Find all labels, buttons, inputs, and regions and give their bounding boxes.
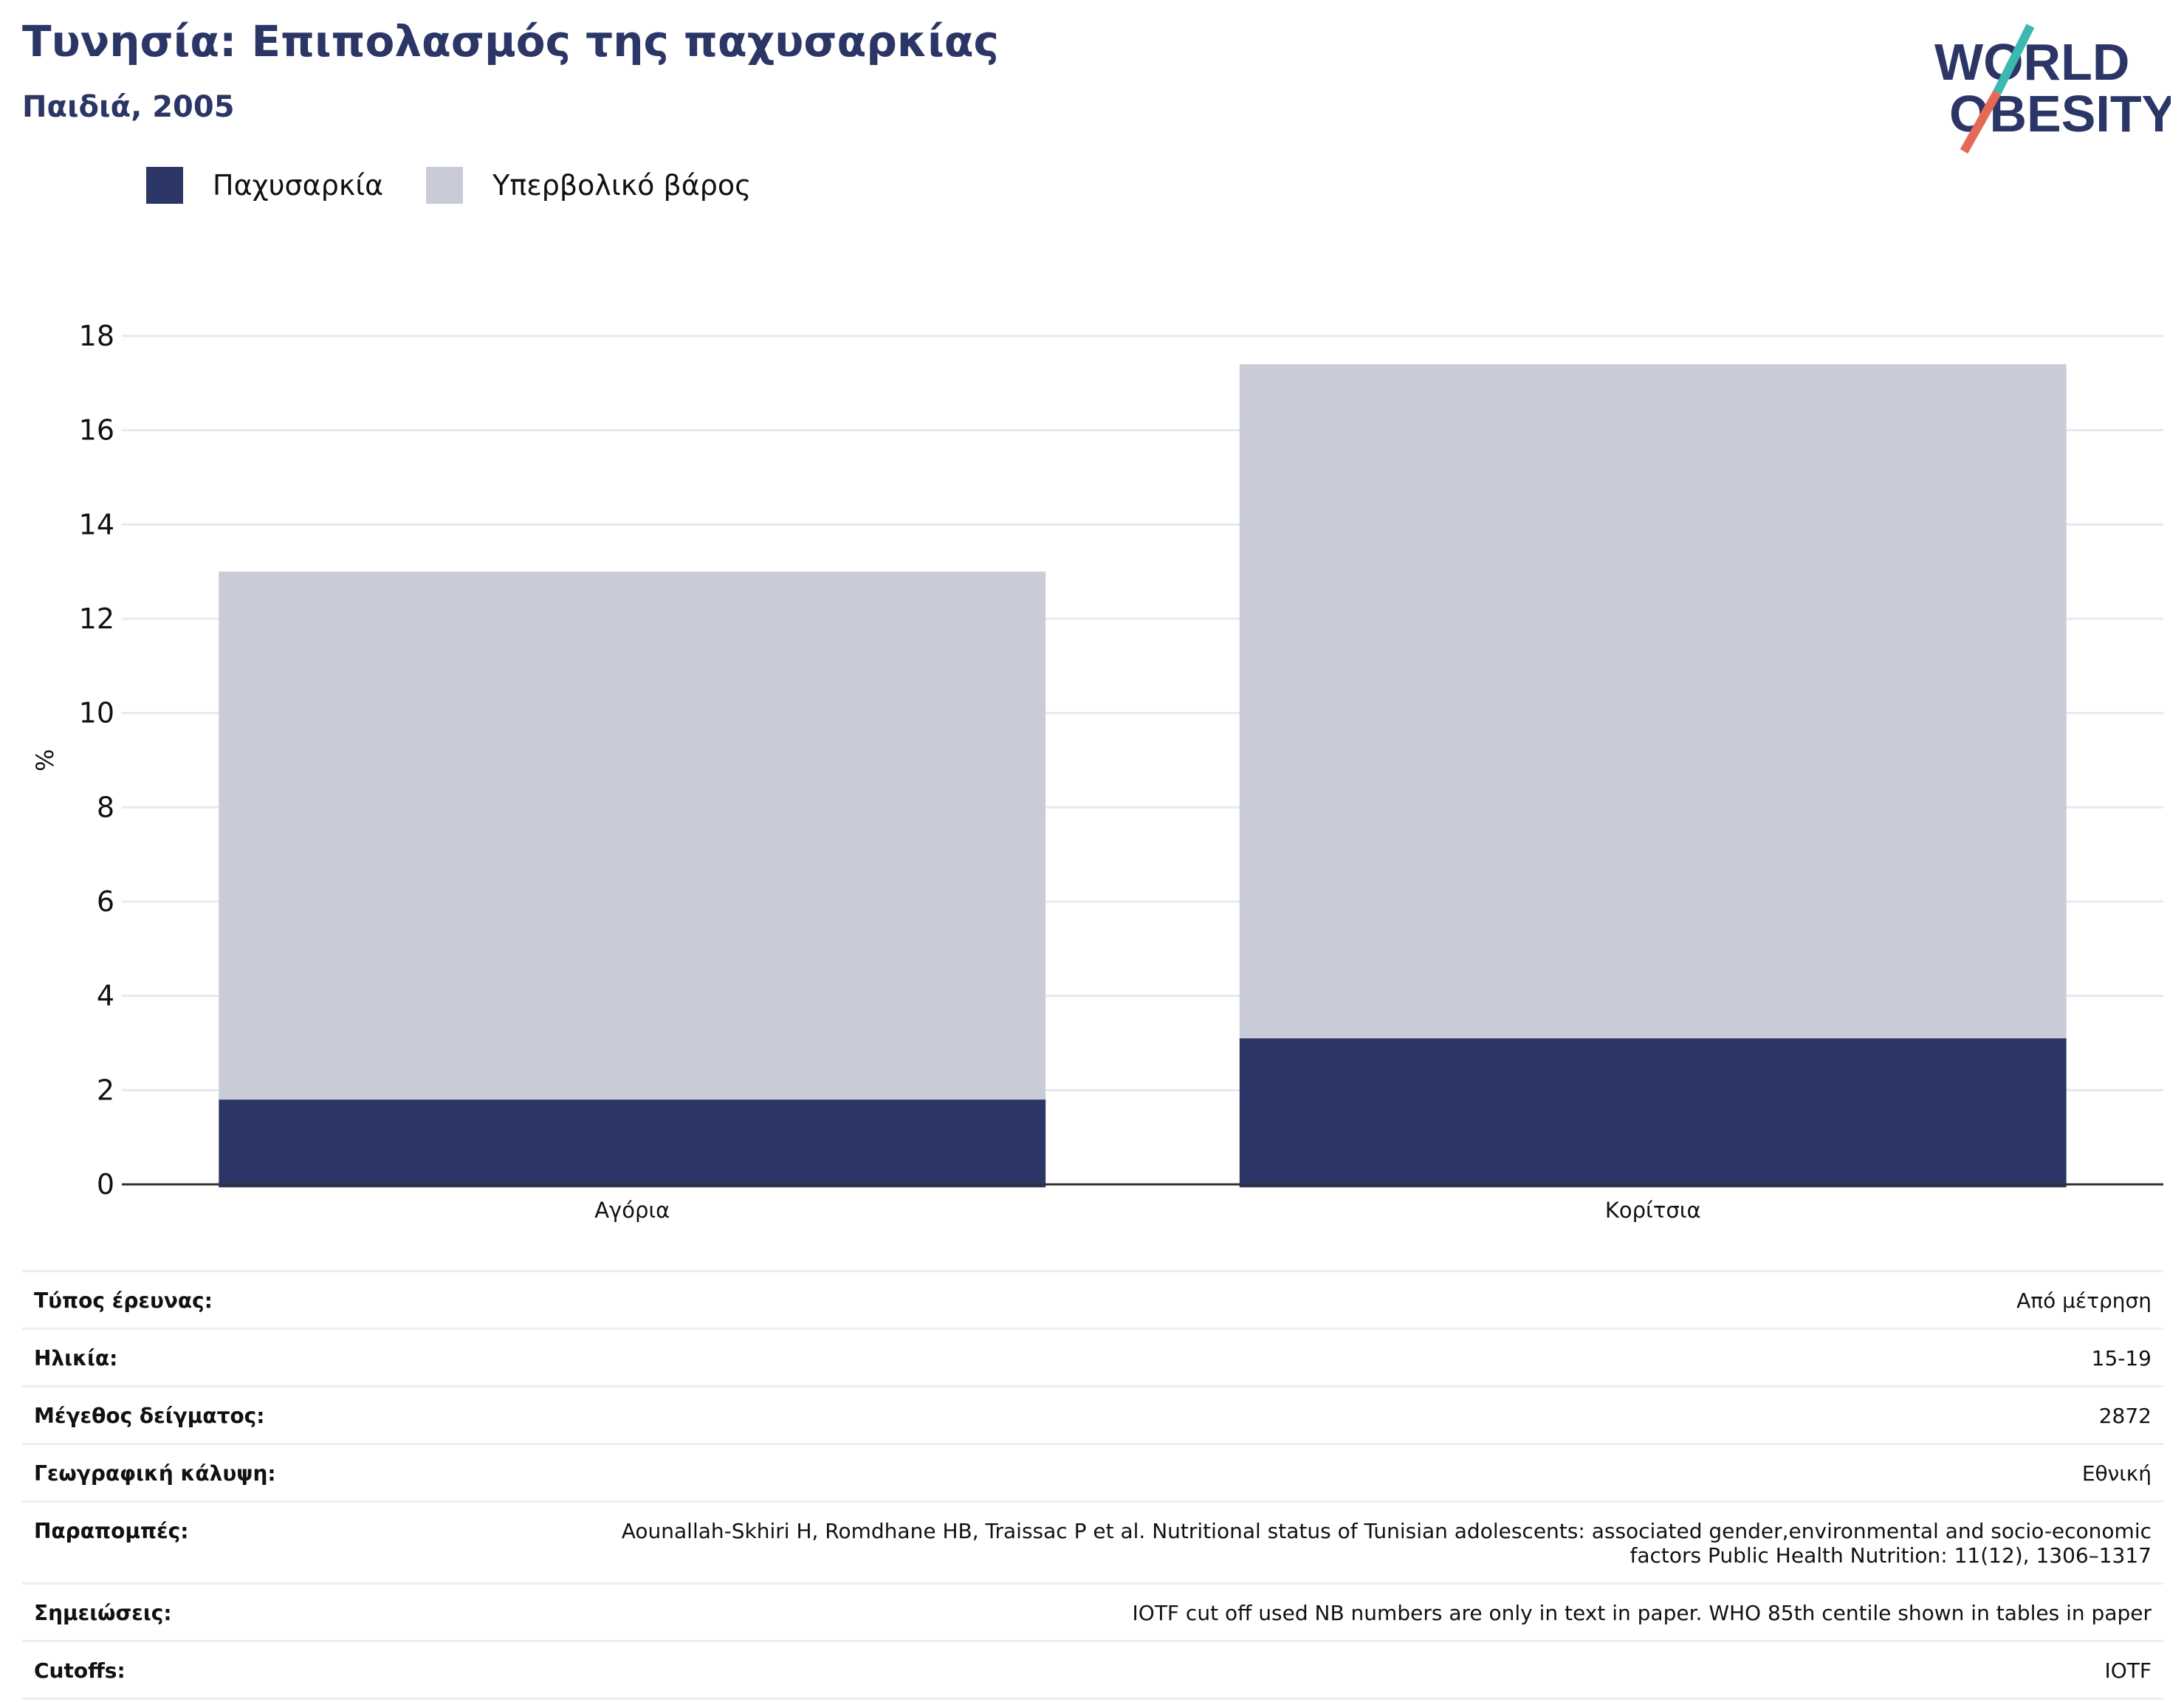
legend-item-obesity: Παχυσαρκία [146,167,383,204]
y-tick-label: 6 [97,885,114,918]
y-tick-label: 14 [79,508,114,541]
legend-swatch-obesity [146,167,183,204]
logo-slash-top [1993,24,2035,95]
info-label: Cutoffs: [34,1658,126,1683]
info-row: Μέγεθος δείγματος: 2872 [22,1386,2163,1444]
info-row: Παραπομπές: Aounallah-Skhiri H, Romdhane … [22,1501,2163,1584]
y-tick-label: 0 [97,1168,114,1201]
logo-word-world: WORLD [1934,33,2129,91]
info-label: Ηλικία: [34,1346,118,1370]
bar-obesity-girls [1239,1038,2067,1187]
info-value: Aounallah-Skhiri H, Romdhane HB, Traissa… [621,1519,2152,1568]
x-tick-label: Κορίτσια [1605,1198,1701,1223]
info-value: Εθνική [2081,1461,2152,1486]
legend-swatch-overweight [426,167,464,204]
info-label: Τύπος έρευνας: [34,1288,213,1313]
info-label: Παραπομπές: [34,1519,189,1543]
info-row: Ηλικία: 15-19 [22,1328,2163,1387]
logo-slash-bottom [1960,90,2002,154]
x-tick-label: Αγόρια [594,1198,670,1223]
info-row: Τύπος έρευνας: Από μέτρηση [22,1271,2163,1329]
info-value: IOTF [2104,1658,2152,1683]
y-tick-label: 4 [97,980,114,1012]
info-row: Cutoffs: IOTF [22,1641,2163,1699]
world-obesity-logo: WORLD OBESITY [1934,24,2171,154]
y-tick-label: 10 [79,697,114,730]
legend-label-obesity: Παχυσαρκία [213,169,384,202]
bar-obesity-boys [219,1099,1046,1187]
y-tick-label: 16 [79,414,114,447]
info-row: Γεωγραφική κάλυψη: Εθνική [22,1444,2163,1502]
y-tick-label: 12 [79,603,114,635]
page-subtitle: Παιδιά, 2005 [22,90,235,124]
legend-item-overweight: Υπερβολικό βάρος [426,167,751,204]
info-row: Σημειώσεις: IOTF cut off used NB numbers … [22,1583,2163,1641]
info-value: Από μέτρηση [2016,1288,2152,1313]
survey-info-table: Τύπος έρευνας: Από μέτρηση Ηλικία: 15-19 Μέγ… [22,1270,2163,1700]
y-tick-label: 8 [97,791,114,823]
page-title: Τυνησία: Επιπολασμός της παχυσαρκίας [22,16,999,66]
y-axis-label: % [31,749,59,771]
info-value: 15-19 [2091,1346,2152,1370]
legend-label-overweight: Υπερβολικό βάρος [492,169,752,202]
y-tick-label: 18 [79,320,114,352]
info-label: Μέγεθος δείγματος: [34,1404,265,1428]
bar-overweight-boys [219,572,1046,1100]
chart-legend: Παχυσαρκία Υπερβολικό βάρος [146,167,794,204]
info-value: 2872 [2098,1404,2152,1428]
y-tick-label: 2 [97,1074,114,1106]
bar-overweight-girls [1239,364,2067,1039]
info-value: IOTF cut off used NB numbers are only in… [1132,1601,2152,1625]
info-label: Γεωγραφική κάλυψη: [34,1461,276,1486]
stacked-bar-chart: 0 2 4 6 8 10 12 14 16 18% Αγόρια Κορίτσια [31,320,2163,1223]
info-label: Σημειώσεις: [34,1601,172,1625]
